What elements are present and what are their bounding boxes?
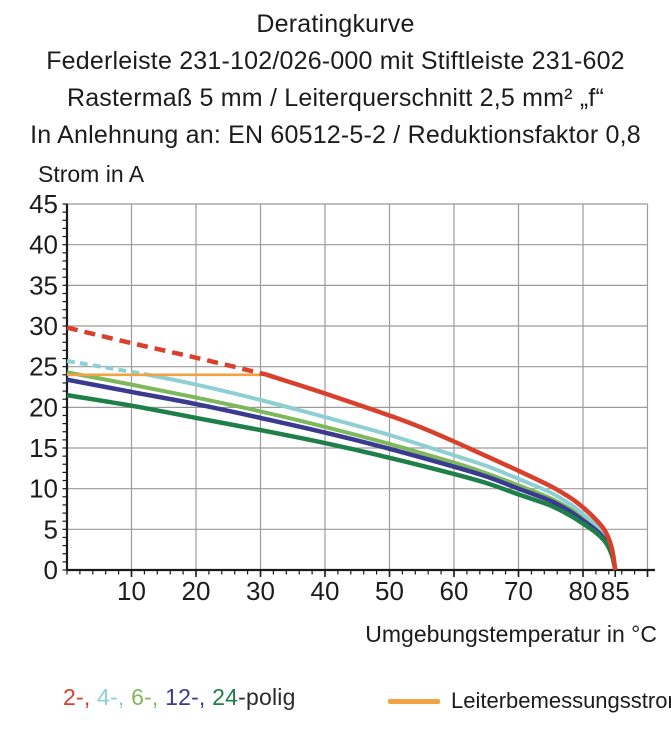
x-tick-label: 60 [440, 576, 469, 606]
legend-pole-part: 12-, [165, 684, 213, 710]
series-4-polig [66, 359, 618, 571]
y-tick-label: 10 [29, 474, 58, 504]
legend-pole-part: 4-, [97, 684, 132, 710]
x-tick-label: 70 [504, 576, 533, 606]
y-tick-label: 30 [29, 311, 58, 341]
series-6-polig [66, 370, 618, 571]
y-tick-label: 25 [29, 352, 58, 382]
y-tick-label: 20 [29, 392, 58, 422]
rated-current-line-swatch [388, 698, 440, 704]
y-tick-label: 45 [29, 189, 58, 219]
legend-pole-part: 6-, [131, 684, 166, 710]
chart-title-line-3: Rastermaß 5 mm / Leiterquerschnitt 2,5 m… [66, 84, 605, 112]
tick-labels: 10 20 30 40 50 60 70 80 85 0 5 10 15 20 25 30 35 40 45 [29, 189, 630, 606]
x-tick-label: 40 [311, 576, 340, 606]
legend-pole-counts: 2-, 4-, 6-, 12-, 24-polig [63, 684, 296, 711]
series-24-polig [66, 392, 618, 571]
y-tick-label: 35 [29, 270, 58, 300]
axes [62, 203, 655, 577]
legend-pole-part: -polig [238, 684, 296, 710]
y-axis-title: Strom in A [38, 161, 145, 187]
chart-title-line-1: Deratingkurve [256, 10, 415, 38]
derating-chart: 10 20 30 40 50 60 70 80 85 0 5 10 15 20 25 30 35 40 45 [29, 189, 655, 606]
legend-pole-part: 2-, [63, 684, 98, 710]
x-tick-label: 10 [117, 576, 146, 606]
legend-pole-part: 24 [212, 684, 239, 710]
x-axis-title: Umgebungstemperatur in °C [365, 621, 657, 647]
x-tick-label: 80 [569, 576, 598, 606]
series-2-polig [66, 325, 618, 571]
gridlines [67, 203, 649, 570]
x-tick-label: 20 [182, 576, 211, 606]
chart-title-line-4: In Anlehnung an: EN 60512-5-2 / Reduktio… [30, 121, 641, 149]
y-tick-label: 40 [29, 230, 58, 260]
y-tick-label: 15 [29, 433, 58, 463]
y-tick-label: 5 [44, 514, 58, 544]
x-tick-label: 85 [601, 576, 630, 606]
x-tick-label: 50 [375, 576, 404, 606]
chart-title-block: Deratingkurve Federleiste 231-102/026-00… [0, 6, 671, 154]
y-tick-label: 0 [44, 555, 58, 585]
rated-current-label: Leiterbemessungsstrom [451, 688, 671, 713]
chart-title-line-2: Federleiste 231-102/026-000 mit Stiftlei… [46, 47, 625, 75]
x-tick-label: 30 [246, 576, 275, 606]
legend-rated-current: Leiterbemessungsstrom [388, 688, 671, 714]
